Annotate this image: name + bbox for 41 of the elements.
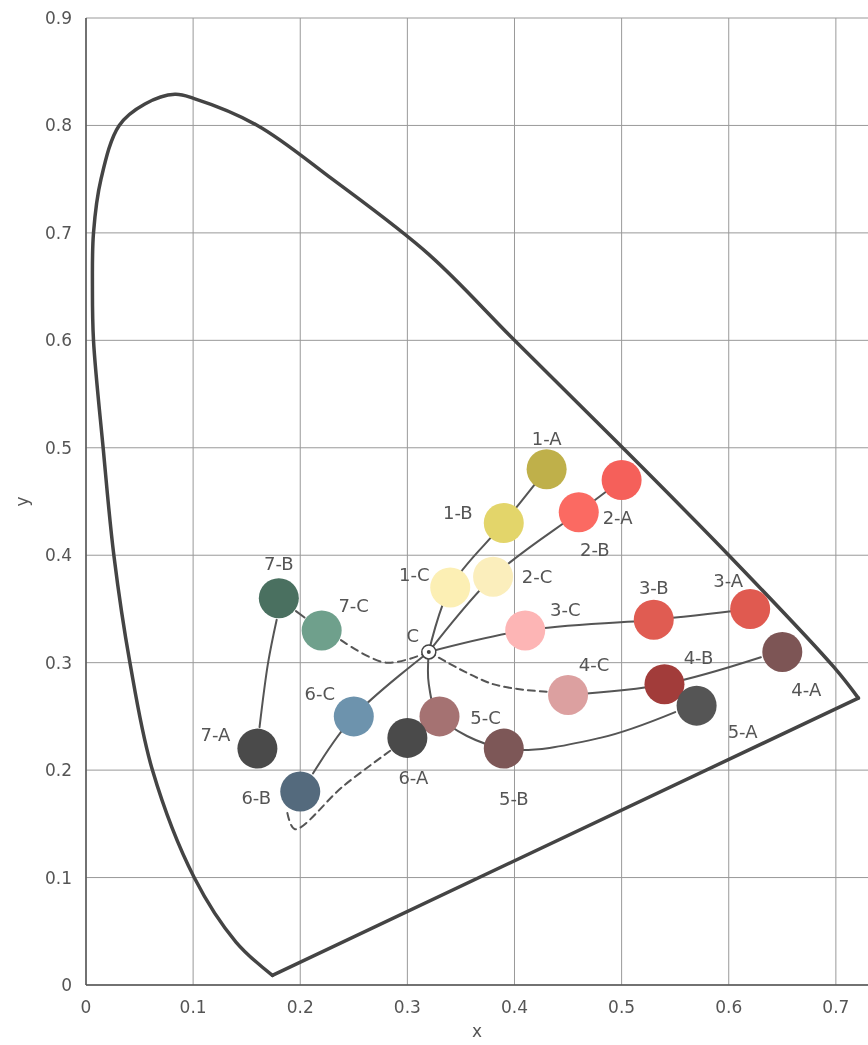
annotation: 3-A [713, 569, 744, 591]
x-axis-title: x [471, 1021, 483, 1041]
x-tick-label: 0.4 [500, 997, 529, 1017]
annotation: 4-C [578, 653, 610, 675]
y-tick-label: 0.9 [44, 8, 72, 28]
annotation: 7-A [200, 723, 232, 745]
y-tick-label: 0 [61, 975, 72, 995]
annotation: 2-A [602, 507, 634, 529]
y-tick-label: 0.4 [44, 545, 72, 566]
y-tick-label: 0.3 [44, 652, 72, 673]
annotation: 1-C [398, 564, 430, 586]
y-tick-label: 0.8 [44, 115, 72, 136]
annotation: 7-C [338, 595, 369, 617]
x-tick-label: 0 [80, 997, 92, 1017]
annotation: 6-A [398, 766, 429, 788]
annotation: C [406, 624, 420, 646]
x-tick-label: 0.5 [608, 997, 636, 1017]
y-tick-label: 0.5 [44, 437, 72, 458]
y-tick-label: 0.6 [44, 330, 72, 351]
annotation: 4-A [791, 678, 822, 700]
x-tick-label: 0.7 [822, 997, 850, 1017]
y-tick-label: 0.2 [44, 760, 72, 781]
y-tick-label: 0.7 [44, 222, 72, 243]
x-tick-label: 0.2 [286, 997, 314, 1017]
y-tick-label: 0.1 [44, 867, 72, 888]
annotation: 1-A [531, 428, 563, 450]
annotation: 5-A [727, 720, 759, 742]
annotation: 6-B [241, 786, 272, 808]
annotation: 5-C [470, 707, 501, 729]
x-tick-label: 0.1 [179, 997, 207, 1017]
annotation: 1-B [442, 501, 473, 523]
annotation: 7-B [263, 553, 294, 575]
annotation: 4-B [683, 647, 714, 669]
y-axis-title: y [12, 496, 32, 507]
x-tick-label: 0.6 [715, 997, 743, 1017]
annotation: 3-B [638, 576, 669, 598]
annotation: 2-B [579, 539, 610, 561]
annotation: 3-C [549, 599, 581, 621]
annotation: 6-C [304, 683, 336, 705]
x-tick-label: 0.3 [393, 997, 421, 1017]
annotation: 2-C [521, 565, 553, 587]
